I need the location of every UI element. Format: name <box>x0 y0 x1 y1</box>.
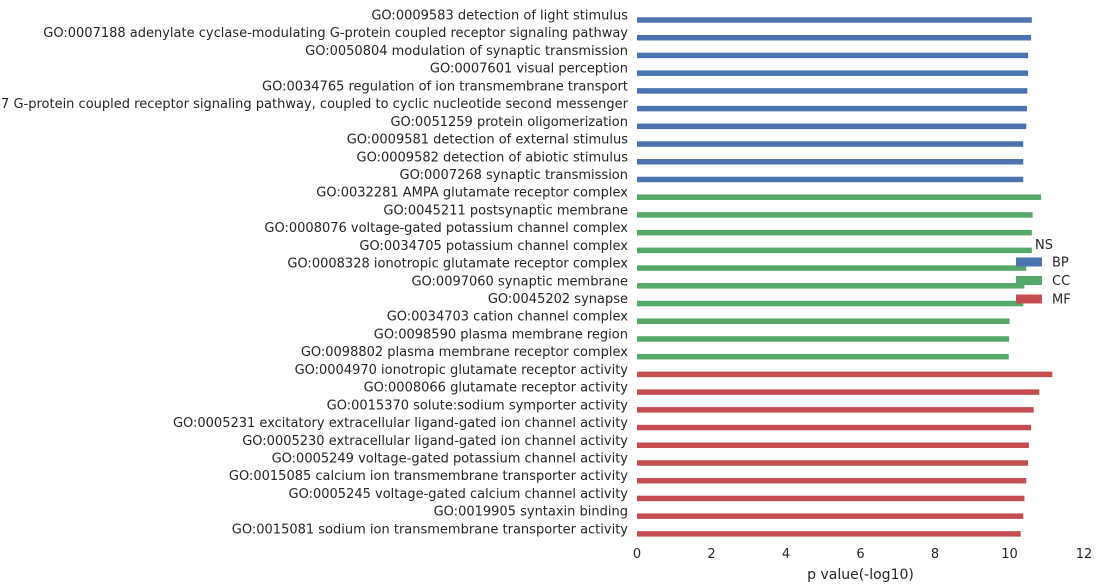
category-label: GO:0009581 detection of external stimulu… <box>347 133 629 148</box>
category-label: GO:0008076 voltage-gated potassium chann… <box>264 221 628 236</box>
bar <box>637 70 1029 76</box>
x-tick-label: 8 <box>931 547 939 562</box>
category-label: GO:0005245 voltage-gated calcium channel… <box>289 487 629 502</box>
bar <box>637 34 1032 41</box>
category-label: GO:0008328 ionotropic glutamate receptor… <box>287 257 628 272</box>
legend-swatch <box>1016 294 1042 304</box>
bar <box>637 52 1029 59</box>
category-label: GO:0034765 regulation of ion transmembra… <box>262 79 628 94</box>
category-label: GO:0007188 adenylate cyclase-modulating … <box>43 26 628 41</box>
legend-label: CC <box>1052 274 1070 289</box>
category-label: GO:0032281 AMPA glutamate receptor compl… <box>316 186 628 201</box>
category-label: GO:0050804 modulation of synaptic transm… <box>305 44 628 59</box>
legend-swatch <box>1016 276 1042 285</box>
bar <box>637 424 1032 431</box>
bar <box>637 212 1033 218</box>
bars-layer <box>637 17 1053 537</box>
x-tick-label: 12 <box>1076 547 1093 562</box>
x-tick-label: 6 <box>856 547 864 562</box>
x-tick-label: 2 <box>707 547 715 562</box>
bar <box>637 513 1024 519</box>
category-label: GO:0015085 calcium ion transmembrane tra… <box>229 469 628 484</box>
bar <box>637 176 1024 183</box>
bar <box>637 265 1027 271</box>
bar <box>637 105 1028 112</box>
bar <box>637 283 1025 289</box>
bar <box>637 353 1009 360</box>
category-label: GO:0008066 glutamate receptor activity <box>364 381 629 396</box>
bar <box>637 159 1024 165</box>
category-label: GO:0097060 synaptic membrane <box>411 274 628 289</box>
bar <box>637 17 1032 23</box>
legend-entries: BP CC MF <box>1016 256 1071 308</box>
category-label: GO:0098802 plasma membrane receptor comp… <box>301 345 628 360</box>
bar <box>637 531 1021 537</box>
category-labels: GO:0009583 detection of light stimulus GO… <box>0 9 629 538</box>
legend: NS BP CC MF <box>1016 238 1071 308</box>
bar <box>637 460 1029 466</box>
legend-label: MF <box>1052 293 1071 308</box>
category-label: GO:0015370 solute:sodium symporter activ… <box>327 398 629 413</box>
category-label: GO:0019905 syntaxin binding <box>434 505 628 520</box>
bar <box>637 194 1042 200</box>
bar <box>637 141 1024 147</box>
bar <box>637 407 1034 413</box>
bar <box>637 300 1024 307</box>
bar <box>637 371 1053 378</box>
bar <box>637 477 1027 484</box>
x-tick-label: 4 <box>782 547 790 562</box>
category-label: GO:0034705 potassium channel complex <box>359 239 628 254</box>
category-label: GO:0009583 detection of light stimulus <box>371 9 628 24</box>
x-axis-label: p value(-log10) <box>807 567 914 583</box>
category-label: GO:0034703 cation channel complex <box>387 310 629 325</box>
category-label: GO:0009582 detection of abiotic stimulus <box>357 150 629 165</box>
category-label: GO:0005230 extracellular ligand-gated io… <box>242 434 628 449</box>
bar <box>637 336 1010 342</box>
legend-label: BP <box>1052 256 1069 271</box>
category-label: GO:0015081 sodium ion transmembrane tran… <box>232 522 628 537</box>
legend-title: NS <box>1035 238 1053 253</box>
bar <box>637 229 1032 236</box>
bar <box>637 247 1032 254</box>
legend-swatch <box>1016 257 1042 267</box>
category-label: GO:0004970 ionotropic glutamate receptor… <box>295 363 629 378</box>
category-label: GO:0007601 visual perception <box>430 62 628 77</box>
bar <box>637 123 1027 130</box>
category-label: GO:0007187 G-protein coupled receptor si… <box>0 97 629 112</box>
category-label: GO:0007268 synaptic transmission <box>400 168 628 183</box>
bar <box>637 88 1028 94</box>
category-label: GO:0045202 synapse <box>488 292 628 307</box>
bar <box>637 495 1025 502</box>
category-label: GO:0051259 protein oligomerization <box>390 115 628 130</box>
bar <box>637 389 1040 395</box>
bar <box>637 318 1010 324</box>
x-axis-ticks: 0 2 4 6 8 10 12 <box>633 547 1092 562</box>
category-label: GO:0005231 excitatory extracellular liga… <box>173 416 628 431</box>
category-label: GO:0098590 plasma membrane region <box>374 327 628 342</box>
bar <box>637 442 1029 449</box>
x-tick-label: 10 <box>1001 547 1018 562</box>
category-label: GO:0005249 voltage-gated potassium chann… <box>272 452 629 467</box>
x-tick-label: 0 <box>633 547 641 562</box>
category-label: GO:0045211 postsynaptic membrane <box>383 203 628 218</box>
